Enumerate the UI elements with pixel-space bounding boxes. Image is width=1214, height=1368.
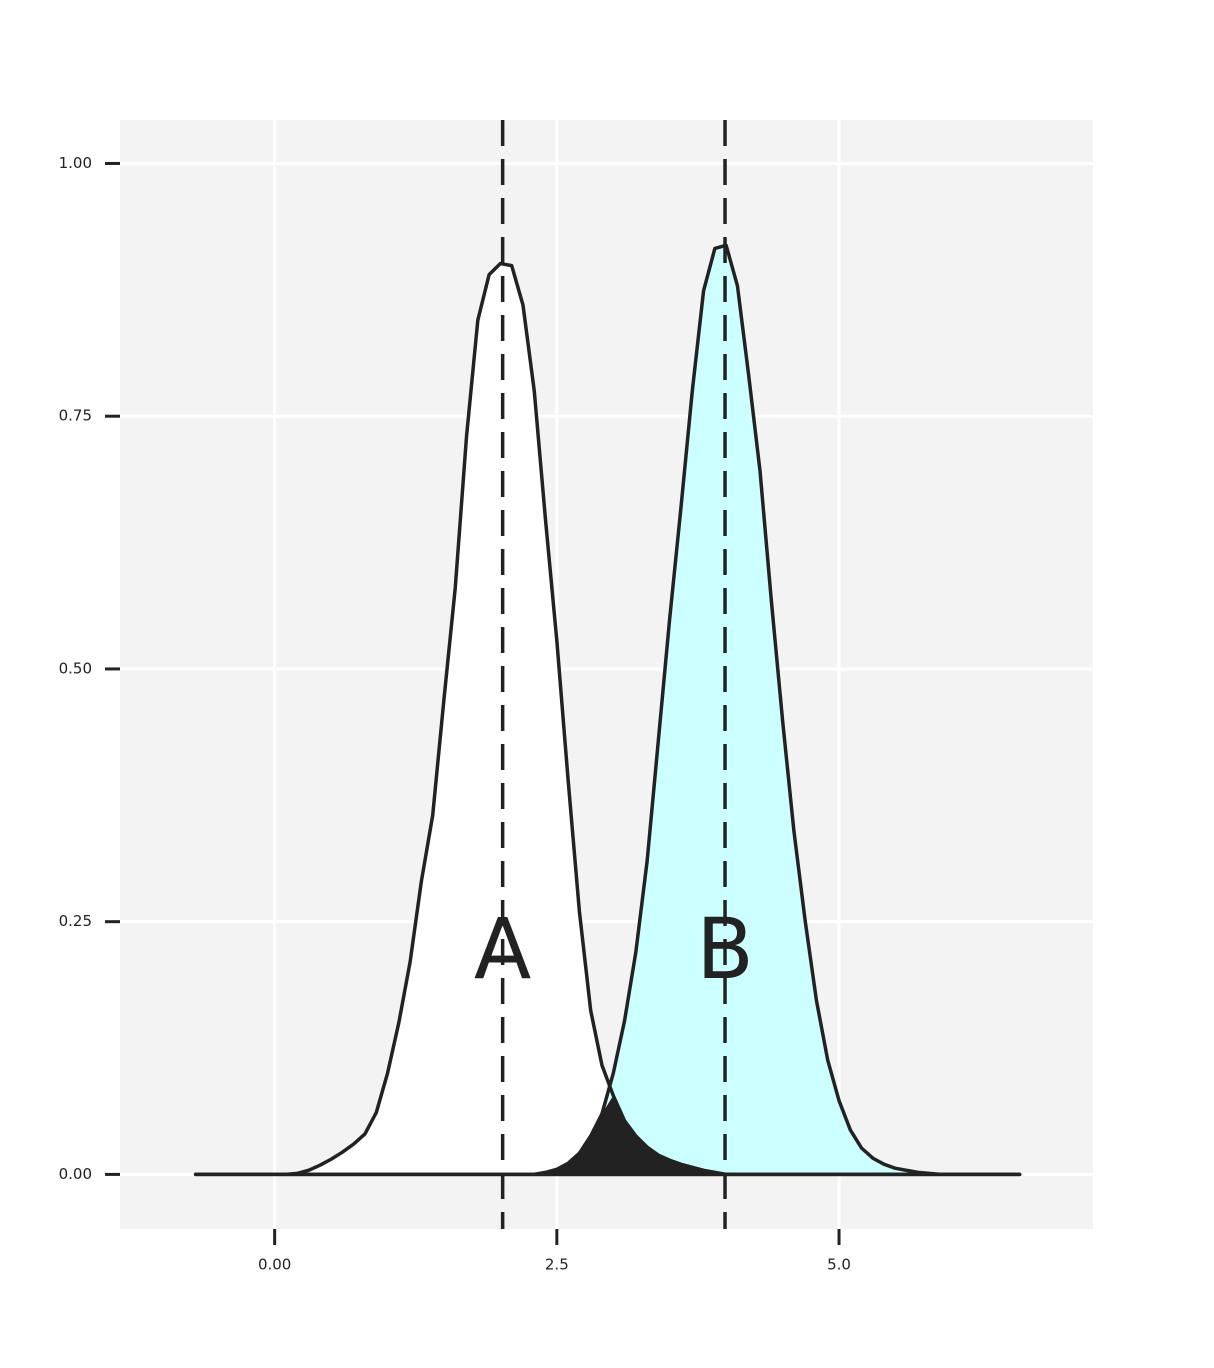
series-label: B <box>696 900 754 998</box>
y-tick-label: 1.00 <box>59 154 92 172</box>
density-outline <box>193 243 1022 1177</box>
x-tick-label: 0.00 <box>258 1256 291 1274</box>
y-tick-label: 0.00 <box>59 1165 92 1183</box>
plot-background <box>120 120 1093 1229</box>
x-tick-label: 5.0 <box>827 1256 851 1274</box>
overlap-area <box>195 1095 1020 1175</box>
y-tick-label: 0.25 <box>59 912 92 930</box>
y-tick-label: 0.75 <box>59 407 92 425</box>
x-tick-label: 2.5 <box>545 1256 569 1274</box>
series-label: A <box>474 900 531 998</box>
y-tick-label: 0.50 <box>59 659 92 677</box>
